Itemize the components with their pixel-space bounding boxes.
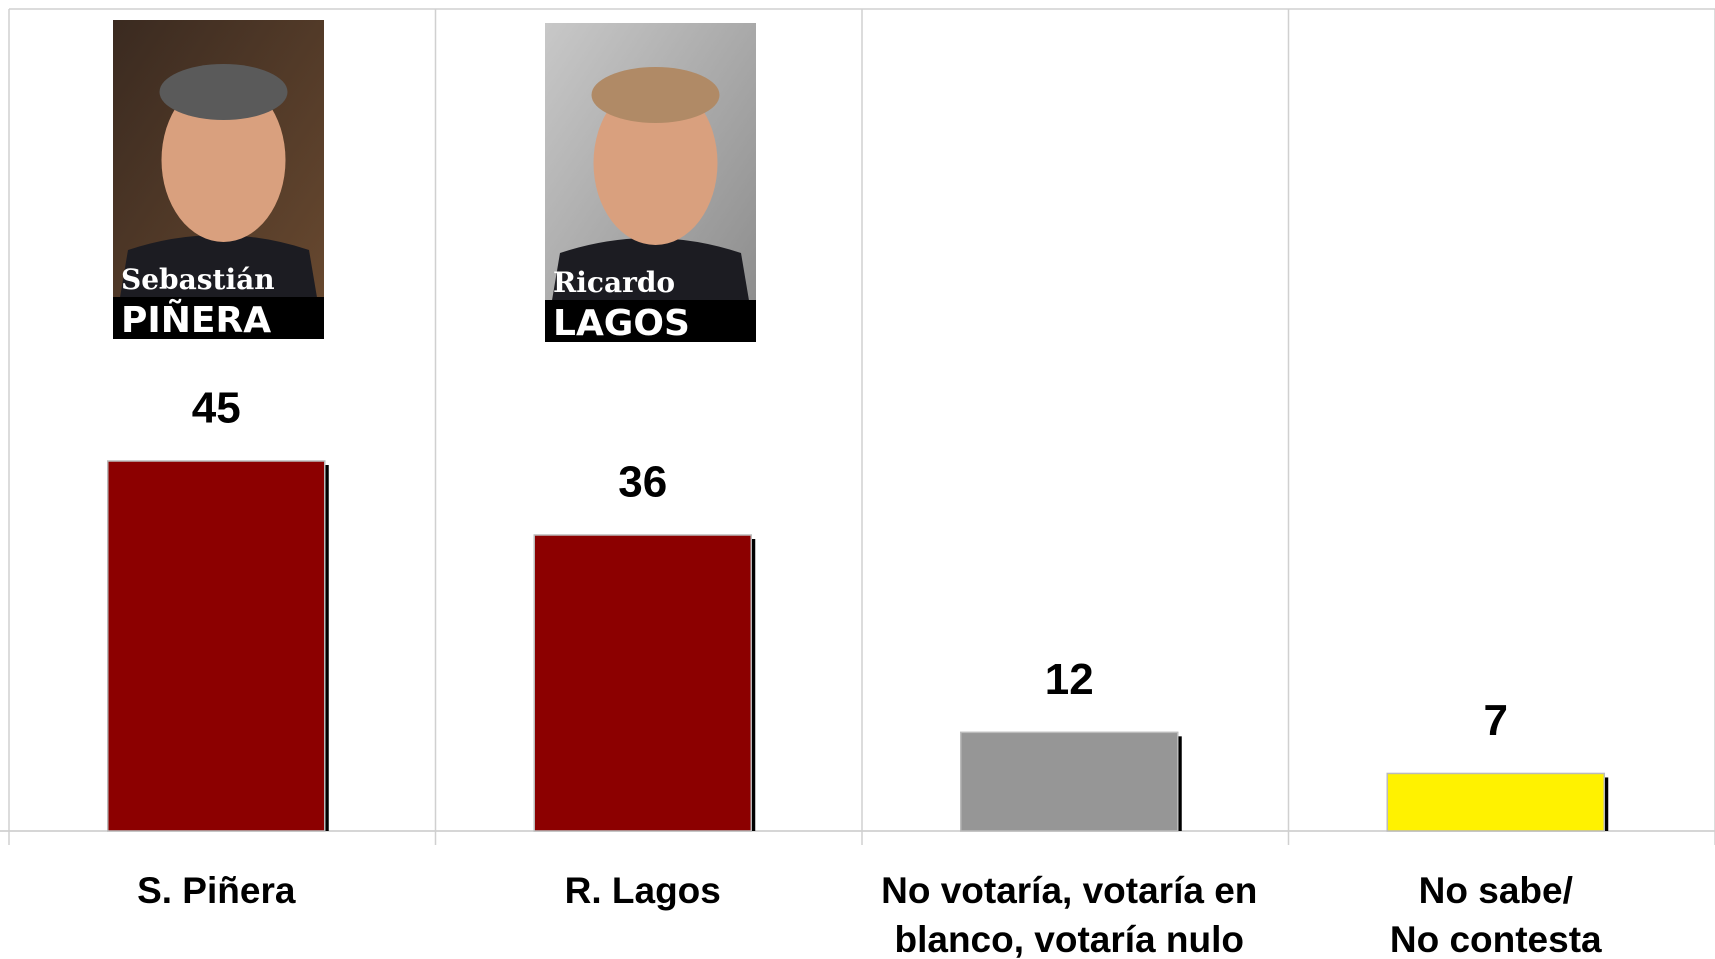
category-label: S. Piñera — [137, 870, 296, 911]
category-label: R. Lagos — [564, 870, 721, 911]
value-label: 7 — [1484, 696, 1508, 745]
photo-caption-band — [545, 300, 756, 342]
photo-hair — [159, 64, 288, 120]
photo-caption-band — [113, 297, 324, 339]
bar-shadow — [1176, 736, 1182, 831]
photo-caption-last: PIÑERA — [121, 299, 271, 341]
photo-face — [593, 81, 718, 245]
category-label: No votaría, votaría en blanco, votaría n… — [881, 870, 1258, 959]
bar-shadow — [323, 465, 329, 831]
bar — [960, 731, 1179, 832]
value-label: 45 — [192, 384, 241, 433]
bar-shadow — [1603, 777, 1609, 831]
bar — [107, 460, 326, 832]
photo-face — [161, 78, 286, 242]
value-label: 36 — [618, 458, 667, 507]
bar — [533, 534, 752, 832]
photo-caption-first: Sebastián — [121, 263, 275, 296]
value-label: 12 — [1045, 655, 1094, 704]
bar-shadow — [750, 539, 756, 831]
photo-caption-last: LAGOS — [553, 303, 690, 344]
category-label: No sabe/ No contesta — [1389, 870, 1602, 959]
photo-caption-first: Ricardo — [553, 266, 675, 299]
bar — [1386, 772, 1605, 832]
photo-hair — [591, 67, 720, 123]
